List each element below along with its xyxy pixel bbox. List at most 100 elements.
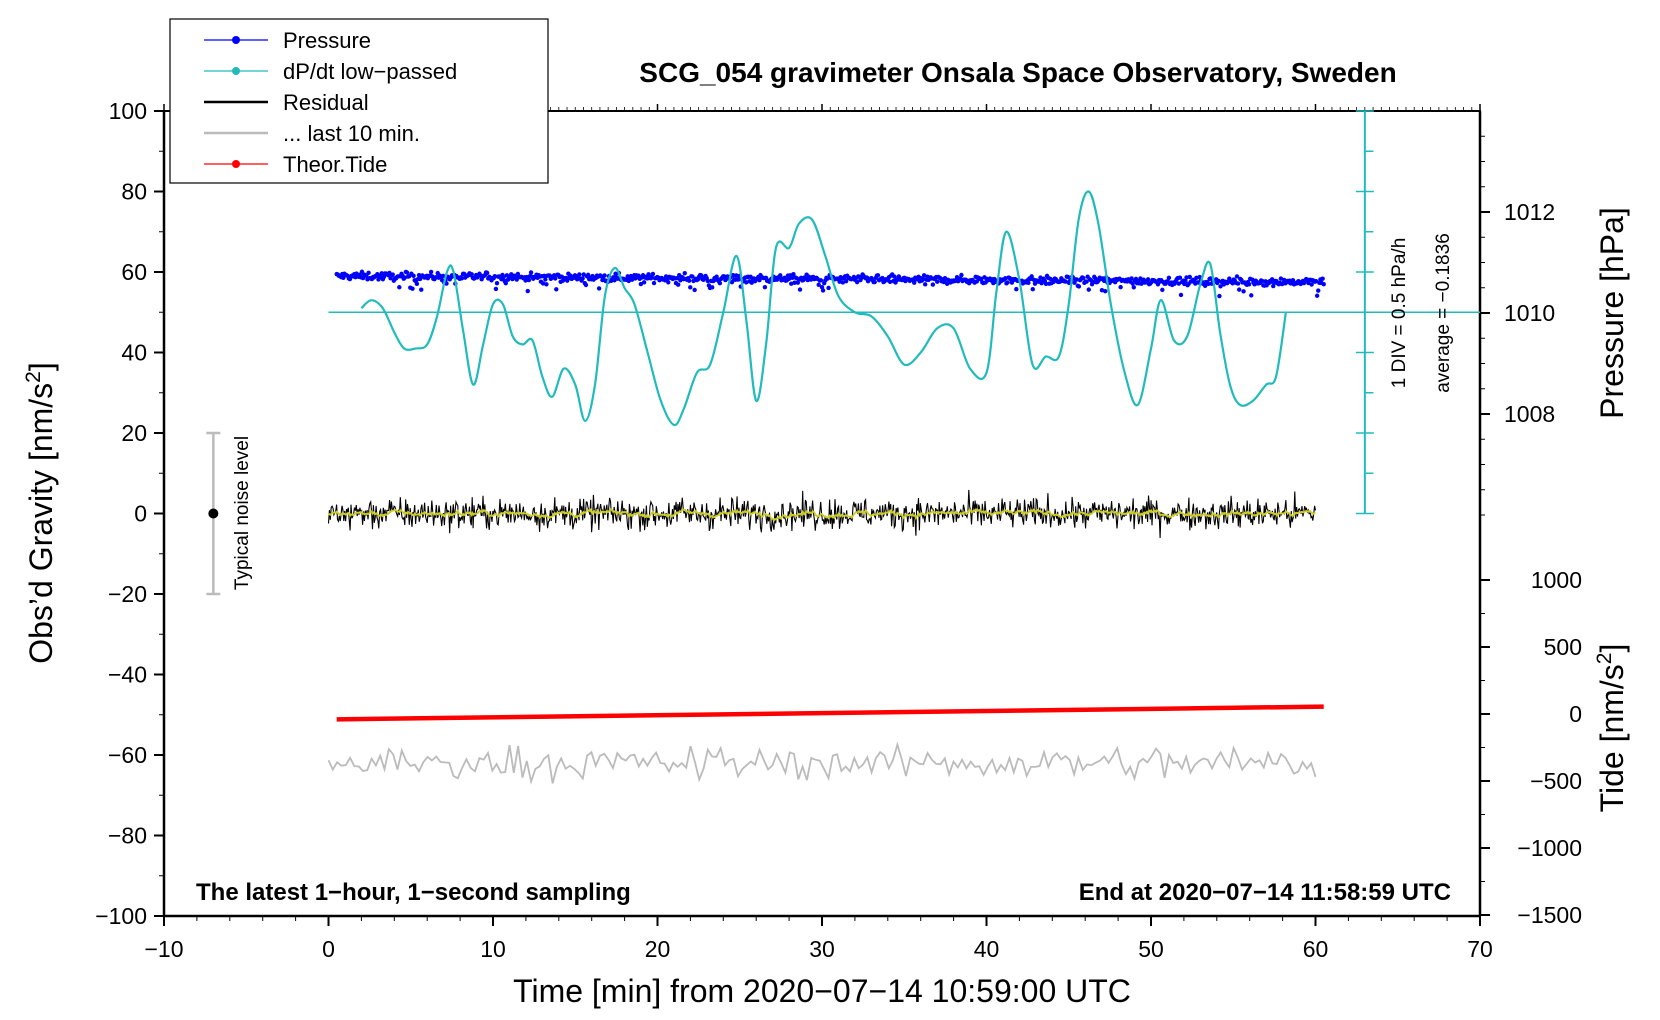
chart-title: SCG_054 gravimeter Onsala Space Observat…	[639, 57, 1396, 88]
pressure-point	[1026, 280, 1031, 285]
pressure-point	[837, 279, 842, 284]
pressure-point	[757, 277, 762, 283]
pressure-point	[596, 286, 602, 291]
pressure-point	[484, 270, 490, 276]
legend-label: Residual	[283, 90, 369, 115]
pressure-point	[666, 280, 671, 285]
pressure-point	[1129, 276, 1134, 281]
tide-tick-label: −1500	[1517, 902, 1582, 928]
pressure-tick-label: 1008	[1504, 401, 1555, 427]
y-tick-label: −60	[108, 742, 147, 768]
pressure-point	[1065, 274, 1071, 280]
pressure-point	[1145, 277, 1151, 282]
pressure-point	[795, 280, 801, 285]
pressure-point	[1030, 286, 1035, 292]
legend-swatch-marker	[232, 36, 240, 44]
pressure-point	[1321, 282, 1326, 287]
pressure-point	[417, 276, 423, 282]
pressure-point	[428, 269, 434, 275]
pressure-point	[1003, 276, 1008, 281]
pressure-point	[1093, 276, 1098, 281]
pressure-point	[1217, 293, 1222, 299]
pressure-point	[402, 275, 407, 280]
y-tick-label: −100	[95, 903, 147, 929]
pressure-point	[492, 273, 498, 279]
pressure-point	[818, 278, 824, 283]
pressure-point	[613, 271, 618, 276]
tide-tick-label: −500	[1530, 768, 1582, 794]
annotation-noise-level: Typical noise level	[232, 436, 253, 590]
residual-series	[327, 489, 1317, 539]
tide-ticks: 1000 500 0 −500 −1000 −1500	[1480, 567, 1582, 928]
pressure-point	[1160, 287, 1165, 293]
pressure-point	[602, 273, 607, 278]
pressure-point	[526, 277, 532, 283]
legend-label: ... last 10 min.	[283, 121, 420, 146]
pressure-point	[366, 270, 371, 276]
y-tick-label: 0	[134, 501, 147, 527]
x-tick-label: 70	[1467, 936, 1493, 962]
pressure-point	[699, 273, 704, 278]
dpdt-scale-bar	[328, 110, 1480, 515]
pressure-point	[1314, 293, 1320, 298]
pressure-point	[1194, 275, 1199, 281]
pressure-point	[544, 282, 549, 287]
pressure-point	[649, 275, 655, 280]
pressure-point	[1099, 288, 1105, 293]
pressure-point	[675, 282, 681, 287]
pressure-point	[581, 272, 586, 277]
pressure-point	[1177, 275, 1183, 280]
pressure-point	[1029, 274, 1034, 279]
y-tick-label: 40	[121, 340, 147, 366]
pressure-point	[540, 281, 546, 286]
pressure-point	[1236, 287, 1242, 292]
pressure-point	[1218, 284, 1223, 289]
pressure-point	[1260, 278, 1265, 284]
pressure-tick-label: 1012	[1504, 199, 1555, 225]
pressure-point	[1176, 281, 1182, 286]
residual-line	[327, 489, 1317, 539]
x-tick-label: 40	[974, 936, 1000, 962]
pressure-point	[459, 276, 465, 281]
annotation-average: average = −0.1836	[1433, 233, 1454, 393]
pressure-point	[1005, 280, 1010, 285]
pressure-point	[1063, 279, 1068, 284]
pressure-point	[674, 275, 680, 281]
pressure-point	[1241, 289, 1246, 294]
legend: Pressure dP/dt low−passed Residual ... last…	[169, 18, 549, 184]
pressure-point	[503, 280, 508, 286]
dpdt-line	[360, 190, 1287, 427]
pressure-point	[710, 285, 715, 290]
legend-label: dP/dt low−passed	[283, 59, 457, 84]
pressure-point	[381, 274, 387, 280]
y-tick-label: −20	[108, 581, 147, 607]
y-axis-left-label: Obs’d Gravity [nm/s2]	[22, 362, 59, 664]
pressure-point	[690, 274, 695, 279]
y-tick-label: 60	[121, 259, 147, 285]
y-ticks-left: 100 80 60 40 20 0 −20 −40 −60 −80 −100	[95, 98, 164, 929]
last-10-min-line	[327, 741, 1317, 785]
x-tick-label: 20	[645, 936, 671, 962]
pressure-point	[509, 272, 514, 277]
pressure-point	[1206, 281, 1211, 286]
pressure-point	[887, 279, 893, 284]
pressure-point	[1086, 287, 1091, 292]
pressure-point	[1183, 278, 1188, 284]
pressure-point	[1313, 278, 1319, 284]
pressure-point	[641, 280, 647, 285]
pressure-point	[441, 273, 446, 279]
pressure-point	[1178, 292, 1184, 298]
pressure-point	[1118, 284, 1123, 290]
pressure-point	[854, 279, 860, 285]
pressure-point	[528, 270, 534, 275]
y-axis-tide-label-end: ]	[1594, 644, 1630, 653]
pressure-point	[820, 288, 826, 293]
pressure-point	[583, 282, 589, 288]
pressure-point	[792, 280, 797, 285]
legend-swatch-marker	[232, 67, 240, 75]
pressure-point	[553, 276, 558, 281]
pressure-point	[762, 284, 768, 290]
y-tick-label: 80	[121, 179, 147, 205]
tide-tick-label: 0	[1569, 701, 1582, 727]
